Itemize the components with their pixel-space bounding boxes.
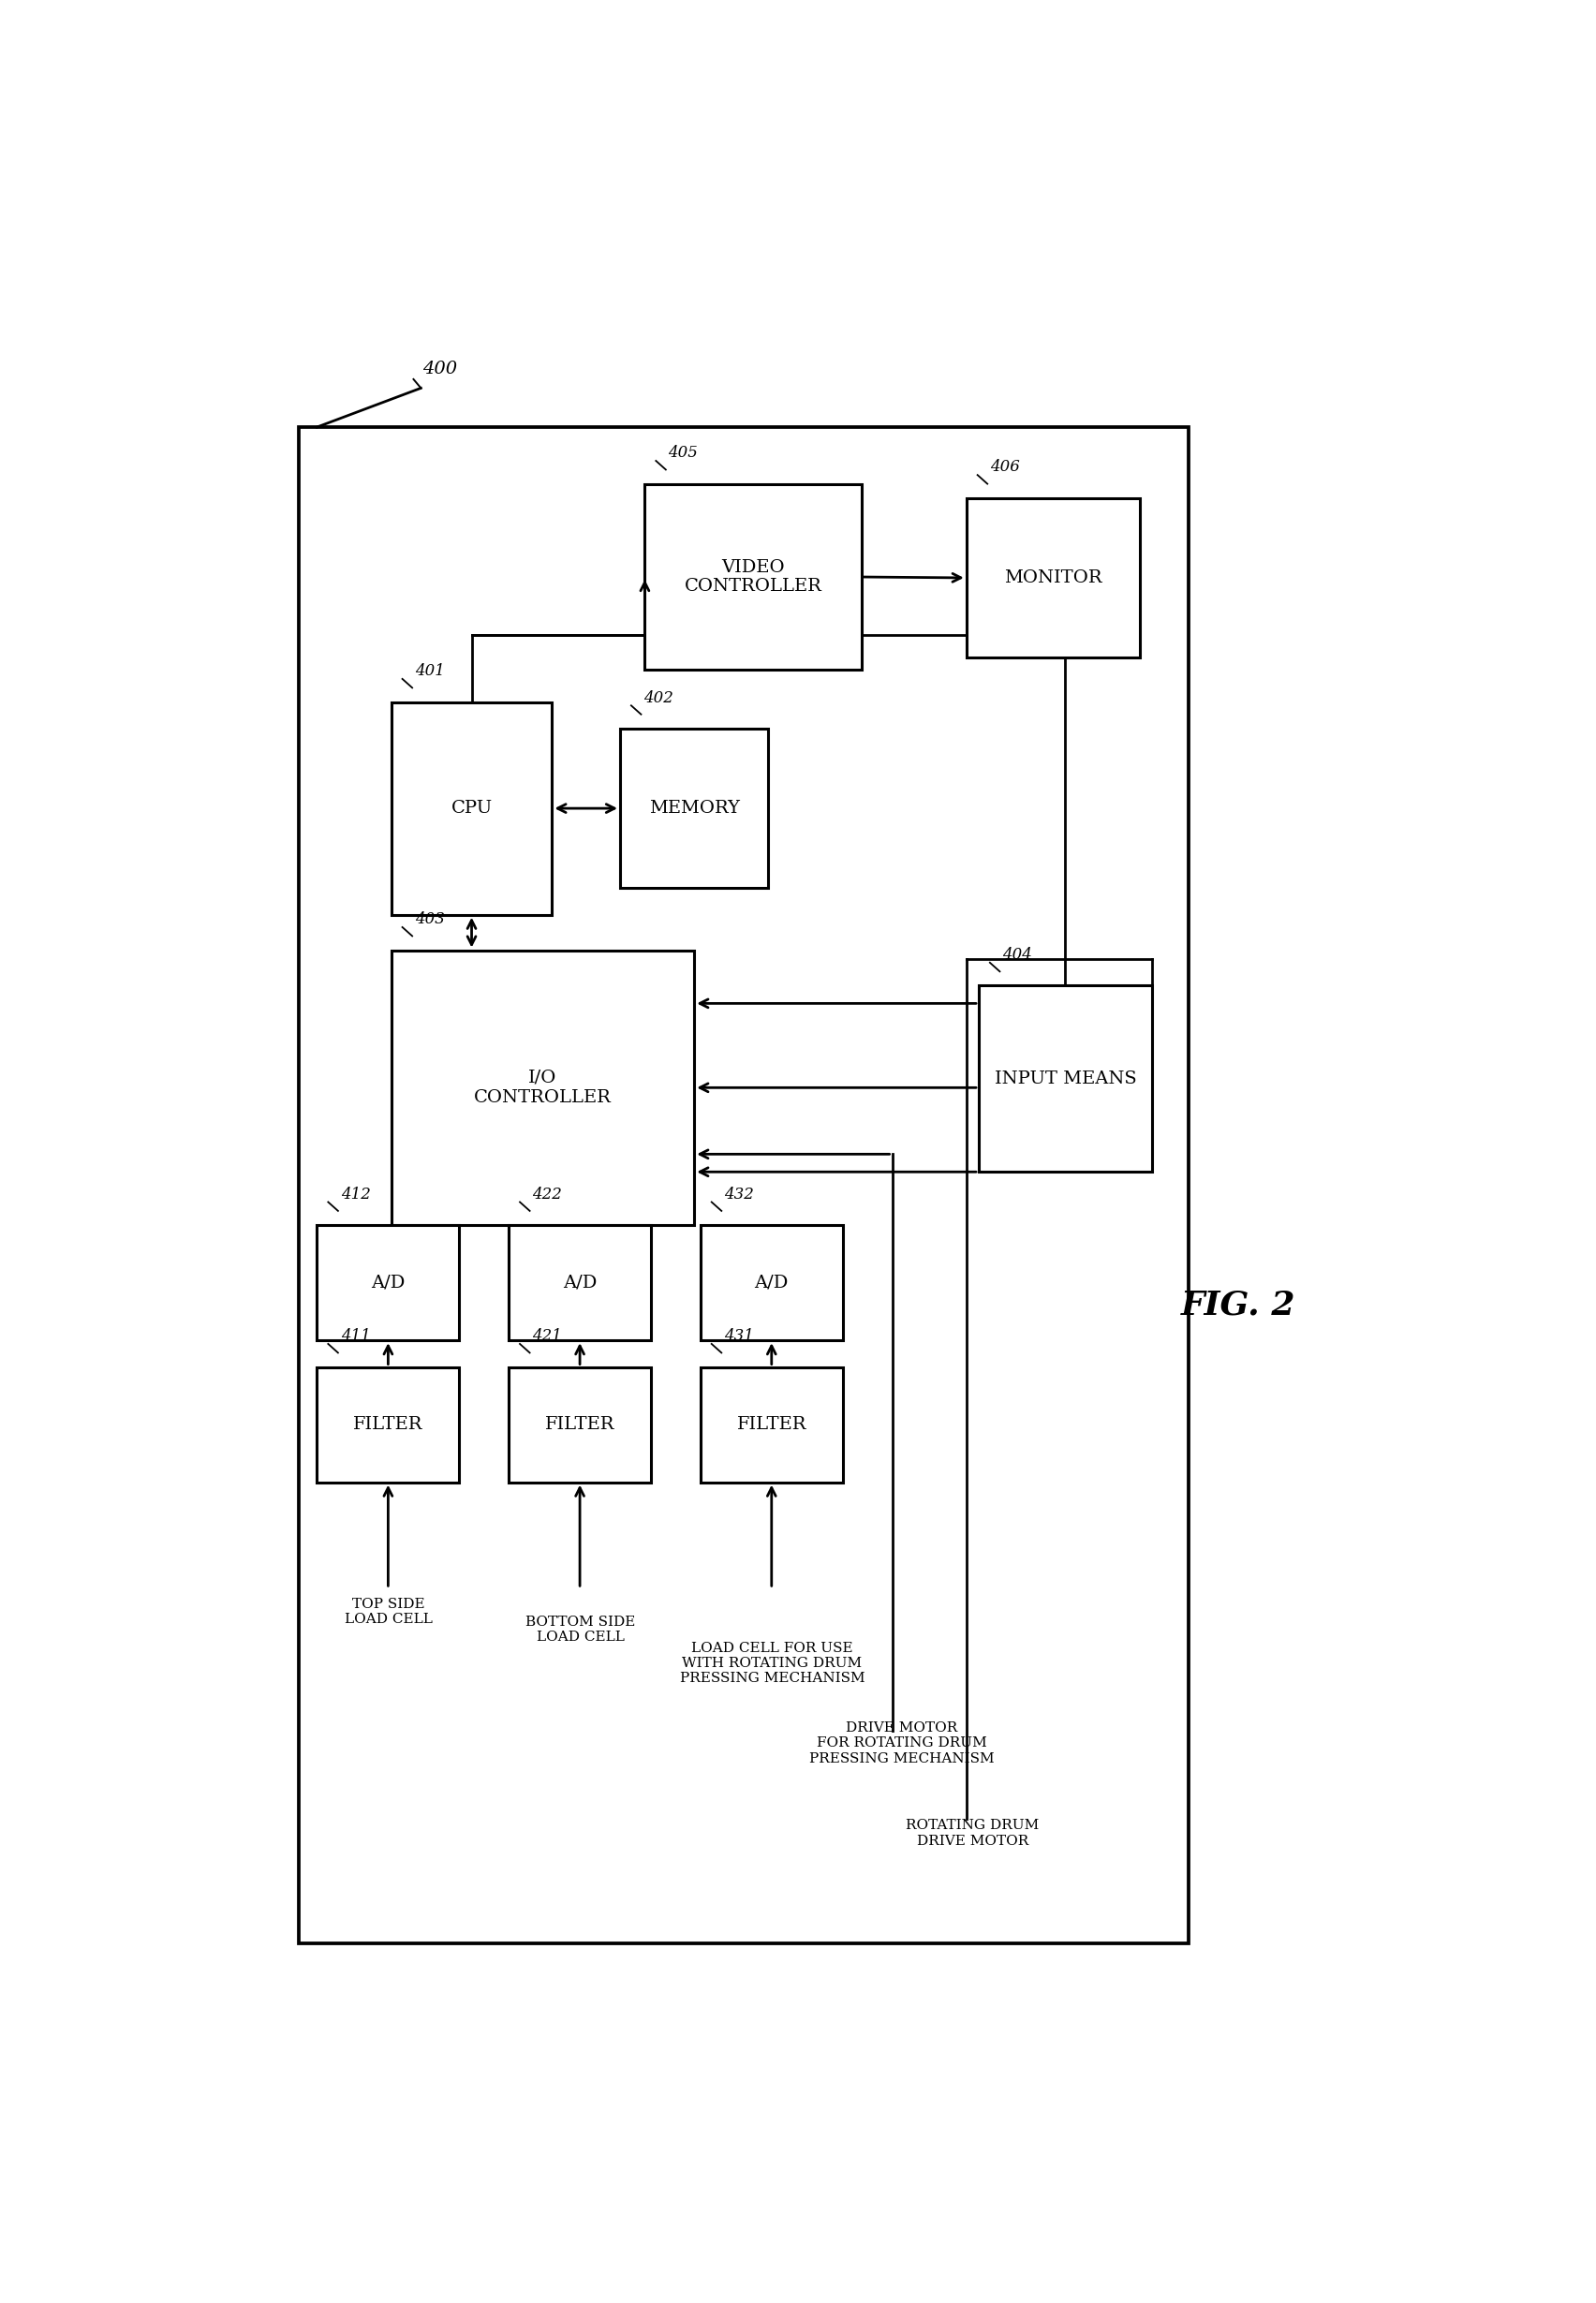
Bar [318, 1368, 460, 1483]
Text: DRIVE MOTOR
FOR ROTATING DRUM
PRESSING MECHANISM: DRIVE MOTOR FOR ROTATING DRUM PRESSING M… [809, 1723, 994, 1764]
Text: 400: 400 [421, 362, 456, 378]
Bar [391, 951, 694, 1225]
Text: ROTATING DRUM
DRIVE MOTOR: ROTATING DRUM DRIVE MOTOR [907, 1819, 1039, 1847]
Bar [701, 1225, 843, 1340]
Bar [966, 497, 1140, 659]
Bar [318, 1225, 460, 1340]
Text: 432: 432 [725, 1186, 753, 1202]
Text: A/D: A/D [372, 1274, 405, 1292]
Text: TOP SIDE
LOAD CELL: TOP SIDE LOAD CELL [345, 1598, 433, 1626]
Text: 412: 412 [340, 1186, 370, 1202]
Text: 403: 403 [415, 912, 445, 928]
Text: A/D: A/D [563, 1274, 597, 1292]
Bar [645, 484, 862, 670]
Bar [978, 986, 1152, 1172]
Text: MEMORY: MEMORY [650, 799, 739, 818]
Text: 422: 422 [531, 1186, 562, 1202]
Text: 402: 402 [643, 691, 674, 705]
Text: 406: 406 [990, 458, 1020, 474]
Text: I/O
CONTROLLER: I/O CONTROLLER [474, 1069, 611, 1105]
Bar [509, 1368, 651, 1483]
Text: INPUT MEANS: INPUT MEANS [994, 1071, 1136, 1087]
Bar [509, 1225, 651, 1340]
Text: A/D: A/D [755, 1274, 788, 1292]
Bar [298, 426, 1189, 1944]
Text: FILTER: FILTER [353, 1416, 423, 1432]
Text: CPU: CPU [452, 799, 492, 818]
Bar [701, 1368, 843, 1483]
Text: BOTTOM SIDE
LOAD CELL: BOTTOM SIDE LOAD CELL [525, 1614, 635, 1644]
Text: FIG. 2: FIG. 2 [1181, 1290, 1296, 1322]
Text: 404: 404 [1002, 947, 1033, 963]
Text: 405: 405 [669, 444, 697, 461]
Text: 401: 401 [415, 663, 445, 679]
Text: LOAD CELL FOR USE
WITH ROTATING DRUM
PRESSING MECHANISM: LOAD CELL FOR USE WITH ROTATING DRUM PRE… [680, 1642, 865, 1686]
Text: 421: 421 [531, 1329, 562, 1345]
Bar [391, 702, 552, 914]
Text: 411: 411 [340, 1329, 370, 1345]
Text: FILTER: FILTER [737, 1416, 806, 1432]
Text: MONITOR: MONITOR [1004, 569, 1101, 587]
Text: FILTER: FILTER [544, 1416, 614, 1432]
Bar [621, 728, 769, 889]
Text: VIDEO
CONTROLLER: VIDEO CONTROLLER [685, 560, 822, 594]
Text: 431: 431 [725, 1329, 753, 1345]
